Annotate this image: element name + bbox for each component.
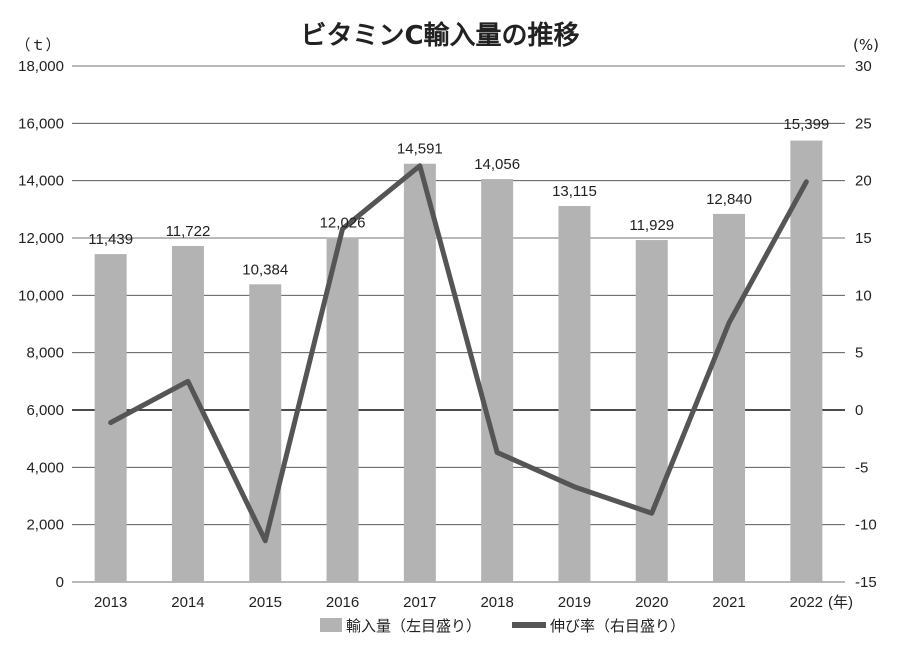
bar-value-label: 12,026 [320, 214, 366, 231]
bar-value-label: 11,439 [88, 231, 133, 248]
right-tick-label: 5 [855, 345, 863, 362]
x-tick-label: 2013 [94, 594, 127, 611]
legend-line-swatch [512, 622, 546, 628]
bar [403, 163, 436, 582]
bar [790, 140, 823, 582]
bar-value-label: 14,591 [397, 141, 443, 158]
right-tick-label: 20 [855, 173, 872, 190]
x-tick-label: 2020 [635, 594, 668, 611]
legend-bar-swatch [320, 618, 342, 632]
bar [481, 179, 514, 582]
right-tick-label: 25 [855, 115, 872, 132]
growth-rate-line [108, 163, 809, 544]
data-labels: 11,439 11,722 10,384 12,026 14,591 14,056 13,1… [88, 116, 829, 278]
x-tick-label: 2016 [326, 594, 359, 611]
right-tick-label: 10 [855, 287, 872, 304]
x-tick-label: 2022 [790, 594, 823, 611]
bar-value-label: 12,840 [706, 191, 752, 208]
x-tick-label: 2019 [558, 594, 591, 611]
legend-bar-label: 輸入量（左目盛り） [346, 617, 481, 635]
right-tick-label: -15 [855, 574, 877, 591]
right-tick-label: -10 [855, 517, 877, 534]
legend-line-label: 伸び率（右目盛り） [550, 617, 685, 635]
bar-value-label: 10,384 [242, 261, 288, 278]
bar-value-label: 15,399 [783, 116, 829, 133]
right-axis-unit: (%) [853, 36, 879, 54]
left-tick-label: 0 [56, 574, 64, 591]
bar [171, 245, 204, 582]
left-tick-label: 18,000 [18, 58, 64, 75]
left-tick-label: 4,000 [26, 459, 64, 476]
left-tick-label: 8,000 [26, 345, 64, 362]
bar [713, 213, 746, 583]
right-tick-label: -5 [855, 459, 868, 476]
bar [558, 206, 591, 582]
bar [326, 237, 359, 582]
left-tick-label: 12,000 [18, 230, 64, 247]
x-tick-label: 2018 [480, 594, 513, 611]
legend: 輸入量（左目盛り） 伸び率（右目盛り） [320, 617, 685, 635]
x-tick-label: 2015 [249, 594, 282, 611]
year-suffix: (年) [828, 594, 853, 611]
bar-value-label: 11,722 [166, 223, 211, 240]
bar [635, 240, 668, 582]
right-tick-label: 30 [855, 58, 872, 75]
left-axis-unit: （ｔ） [15, 36, 60, 54]
right-tick-label: 15 [855, 230, 872, 247]
chart-title: ビタミンC輸入量の推移 [300, 20, 579, 51]
axis-ticks: 0 -15 2,000 -10 4,000 -5 6,000 0 8,000 5 10,000 10 1… [18, 58, 877, 611]
left-tick-label: 14,000 [18, 173, 64, 190]
left-tick-label: 10,000 [18, 287, 64, 304]
x-tick-label: 2014 [171, 594, 204, 611]
bar-value-label: 13,115 [552, 183, 597, 200]
x-tick-label: 2017 [403, 594, 436, 611]
x-tick-label: 2021 [712, 594, 745, 611]
bar-value-label: 11,929 [629, 217, 674, 234]
right-tick-label: 0 [855, 402, 863, 419]
bar-value-label: 14,056 [474, 156, 520, 173]
line-series [108, 163, 809, 544]
left-tick-label: 6,000 [26, 402, 64, 419]
left-tick-label: 2,000 [26, 517, 64, 534]
left-tick-label: 16,000 [18, 115, 64, 132]
